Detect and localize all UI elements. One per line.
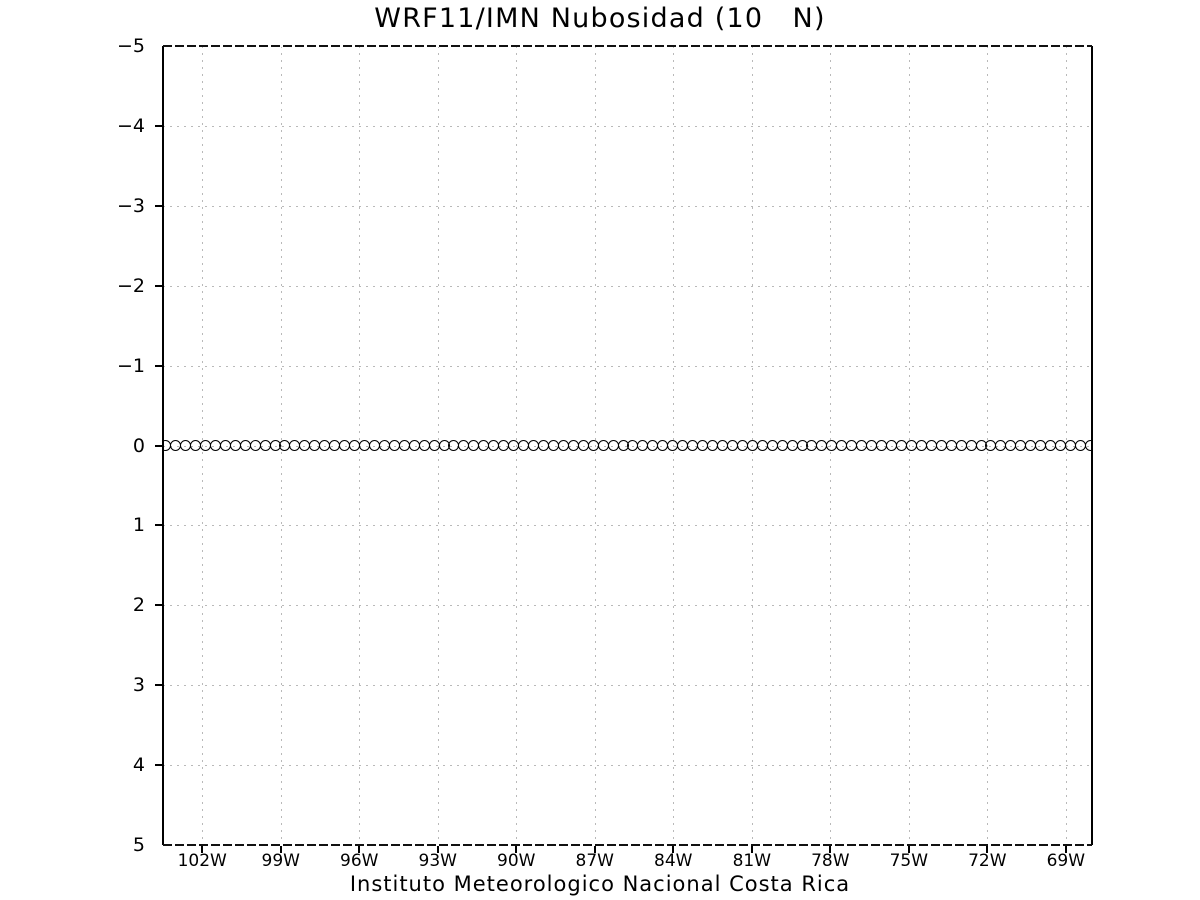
gridline-horizontal <box>163 445 1092 447</box>
y-tick-label: −2 <box>116 274 145 297</box>
figure-caption: Instituto Meteorologico Nacional Costa R… <box>349 872 851 896</box>
x-tick-label: 75W <box>889 851 929 871</box>
x-axis-tick <box>672 845 675 853</box>
gridline-horizontal <box>163 365 1092 367</box>
plot-area <box>155 45 1093 853</box>
y-tick-label: 5 <box>132 834 145 856</box>
x-axis-tick <box>907 845 910 853</box>
y-tick-label: 3 <box>132 674 145 697</box>
x-axis-tick <box>201 845 204 853</box>
x-tick-label: 69W <box>1046 851 1086 871</box>
x-tick-label: 81W <box>732 851 772 871</box>
x-tick-label: 72W <box>968 851 1007 871</box>
gridline-horizontal <box>163 605 1092 607</box>
x-axis-tick <box>279 845 282 853</box>
gridline-horizontal <box>163 685 1092 687</box>
y-tick-label: 0 <box>132 434 145 457</box>
x-axis-tick <box>593 845 596 853</box>
y-tick-label: −4 <box>116 114 145 137</box>
gridline-horizontal <box>163 205 1092 207</box>
chart-title: WRF11/IMN Nubosidad (10 N) <box>374 3 826 34</box>
y-axis-tick <box>155 444 163 447</box>
y-axis-tick <box>155 364 163 367</box>
x-axis-tick <box>515 845 518 853</box>
x-tick-label: 87W <box>575 851 614 871</box>
y-tick-label: 4 <box>132 754 145 777</box>
gridline-horizontal <box>163 285 1092 287</box>
gridline-horizontal <box>163 125 1092 127</box>
y-axis-tick <box>155 284 163 287</box>
x-tick-label: 96W <box>340 851 379 871</box>
x-axis-tick <box>436 845 439 853</box>
x-tick-label: 90W <box>497 851 536 871</box>
x-tick-label: 99W <box>261 851 300 871</box>
plot-border-bottom <box>163 844 1092 846</box>
x-tick-label: 84W <box>654 851 693 871</box>
y-axis-tick <box>155 684 163 687</box>
x-axis-tick <box>750 845 753 853</box>
x-tick-label: 78W <box>811 851 850 871</box>
y-axis-tick <box>155 764 163 767</box>
y-axis-tick <box>155 124 163 127</box>
x-axis-tick <box>829 845 832 853</box>
gridline-horizontal <box>163 525 1092 527</box>
y-tick-label: −1 <box>116 354 145 377</box>
plot-border-left <box>162 46 164 845</box>
plot-border-right <box>1091 46 1093 845</box>
x-tick-label: 93W <box>418 851 457 871</box>
x-axis-tick <box>358 845 361 853</box>
y-tick-label: −5 <box>116 35 145 57</box>
y-tick-label: 2 <box>132 594 145 617</box>
y-axis-tick <box>155 604 163 607</box>
y-axis-tick <box>155 204 163 207</box>
x-axis-tick <box>986 845 989 853</box>
plot-border-top <box>163 45 1092 47</box>
gridline-horizontal <box>163 765 1092 767</box>
x-axis-tick <box>1064 845 1067 853</box>
y-axis-tick <box>155 524 163 527</box>
x-tick-label: 102W <box>177 851 227 871</box>
y-tick-label: 1 <box>132 514 145 537</box>
y-tick-label: −3 <box>116 194 145 217</box>
